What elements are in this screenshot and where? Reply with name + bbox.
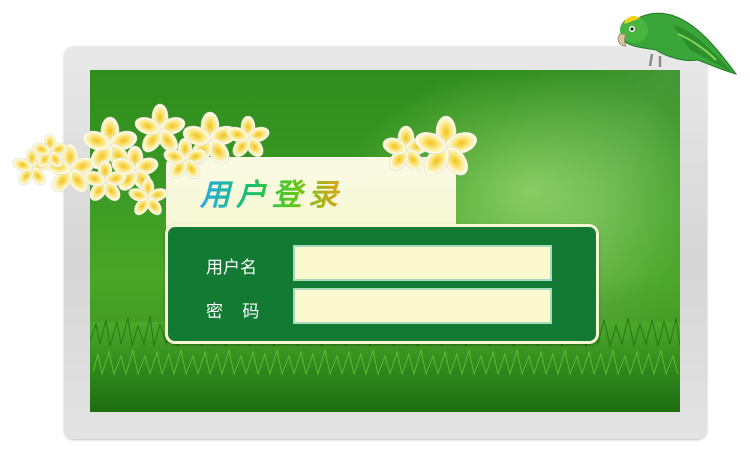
username-input[interactable] [293, 245, 552, 281]
username-label: 用户名 [206, 258, 257, 278]
login-form [165, 224, 599, 344]
password-input[interactable] [293, 288, 552, 324]
password-label: 密 码 [206, 302, 260, 322]
page-title: 用户登录 [200, 170, 344, 214]
